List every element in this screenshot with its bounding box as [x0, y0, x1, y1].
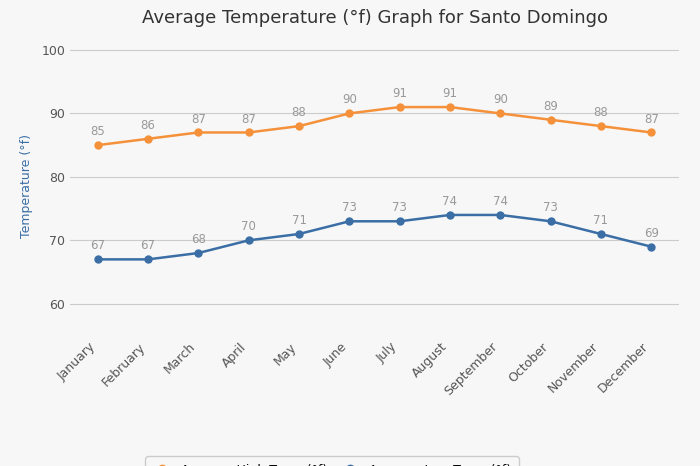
- Average High Temp (°f): [144, 136, 152, 142]
- Text: 74: 74: [493, 195, 507, 208]
- Text: 90: 90: [342, 94, 357, 107]
- Text: 74: 74: [442, 195, 458, 208]
- Text: 73: 73: [392, 201, 407, 214]
- Average Low Temp (°f): [295, 231, 303, 237]
- Average High Temp (°f): [446, 104, 454, 110]
- Text: 88: 88: [594, 106, 608, 119]
- Average Low Temp (°f): [244, 238, 253, 243]
- Average Low Temp (°f): [94, 257, 102, 262]
- Text: 71: 71: [291, 214, 307, 227]
- Text: 67: 67: [90, 240, 105, 253]
- Average High Temp (°f): [345, 110, 354, 116]
- Text: 70: 70: [241, 220, 256, 233]
- Text: 87: 87: [644, 112, 659, 125]
- Title: Average Temperature (°f) Graph for Santo Domingo: Average Temperature (°f) Graph for Santo…: [141, 9, 608, 27]
- Average Low Temp (°f): [496, 212, 505, 218]
- Text: 69: 69: [644, 227, 659, 240]
- Average Low Temp (°f): [144, 257, 152, 262]
- Average High Temp (°f): [547, 117, 555, 123]
- Text: 87: 87: [191, 112, 206, 125]
- Average Low Temp (°f): [547, 219, 555, 224]
- Average High Temp (°f): [295, 123, 303, 129]
- Text: 91: 91: [392, 87, 407, 100]
- Line: Average High Temp (°f): Average High Temp (°f): [94, 103, 654, 149]
- Average High Temp (°f): [94, 142, 102, 148]
- Average High Temp (°f): [597, 123, 606, 129]
- Text: 87: 87: [241, 112, 256, 125]
- Text: 86: 86: [141, 119, 155, 132]
- Text: 90: 90: [493, 94, 507, 107]
- Average Low Temp (°f): [446, 212, 454, 218]
- Text: 91: 91: [442, 87, 458, 100]
- Text: 68: 68: [191, 233, 206, 246]
- Text: 71: 71: [594, 214, 608, 227]
- Average High Temp (°f): [496, 110, 505, 116]
- Text: 88: 88: [292, 106, 307, 119]
- Average High Temp (°f): [244, 130, 253, 135]
- Average Low Temp (°f): [194, 250, 202, 256]
- Average Low Temp (°f): [395, 219, 404, 224]
- Text: 85: 85: [90, 125, 105, 138]
- Text: 67: 67: [141, 240, 155, 253]
- Legend: Average High Temp (°f), Average Low Temp (°f): Average High Temp (°f), Average Low Temp…: [145, 456, 519, 466]
- Text: 73: 73: [543, 201, 558, 214]
- Average Low Temp (°f): [597, 231, 606, 237]
- Line: Average Low Temp (°f): Average Low Temp (°f): [94, 212, 654, 263]
- Y-axis label: Temperature (°f): Temperature (°f): [20, 134, 33, 239]
- Average High Temp (°f): [395, 104, 404, 110]
- Average Low Temp (°f): [647, 244, 655, 249]
- Average High Temp (°f): [647, 130, 655, 135]
- Average High Temp (°f): [194, 130, 202, 135]
- Text: 89: 89: [543, 100, 558, 113]
- Text: 73: 73: [342, 201, 357, 214]
- Average Low Temp (°f): [345, 219, 354, 224]
